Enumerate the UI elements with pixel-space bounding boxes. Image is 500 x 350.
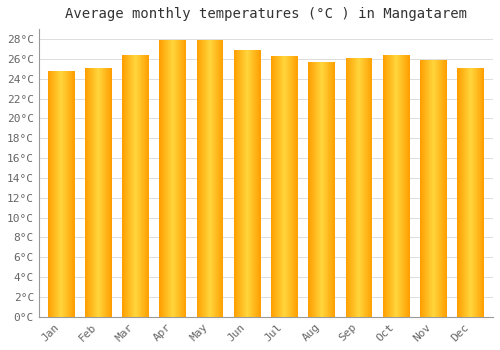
Title: Average monthly temperatures (°C ) in Mangatarem: Average monthly temperatures (°C ) in Ma…	[65, 7, 467, 21]
